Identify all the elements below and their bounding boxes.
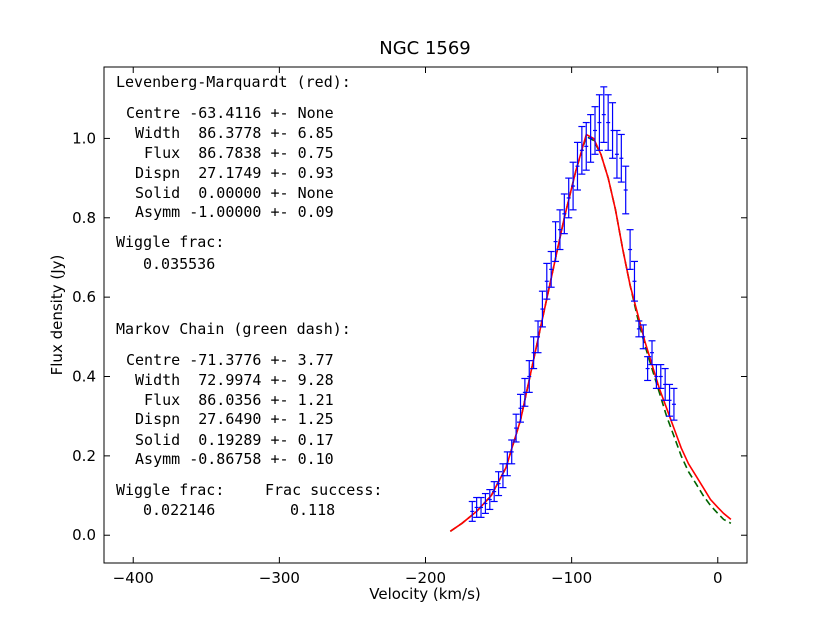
chart-title: NGC 1569: [379, 38, 471, 59]
data-point: [508, 439, 516, 465]
data-point: [630, 260, 638, 302]
mc-header: Markov Chain (green dash):: [116, 320, 351, 338]
data-point: [639, 324, 647, 350]
y-tick-label: 0.2: [72, 447, 96, 465]
mc-line-centre: Centre -71.3776 +- 3.77: [126, 351, 334, 369]
data-point: [595, 94, 603, 151]
y-tick-label: 0.8: [72, 209, 96, 227]
data-point: [644, 356, 652, 382]
data-point: [534, 320, 542, 354]
data-point: [569, 161, 577, 211]
data-point: [486, 488, 494, 511]
plot-area: [103, 66, 748, 564]
data-point: [499, 463, 507, 489]
y-tick-label: 0.4: [72, 368, 96, 386]
data-point: [547, 250, 555, 288]
data-point: [556, 209, 564, 251]
y-tick-label: 0.0: [72, 526, 96, 544]
x-axis-label: Velocity (km/s): [369, 585, 480, 603]
mc-line-dispn: Dispn 27.6490 +- 1.25: [126, 410, 334, 428]
data-point: [582, 121, 590, 171]
mc-line-flux: Flux 86.0356 +- 1.21: [126, 391, 334, 409]
y-axis-label: Flux density (Jy): [48, 255, 66, 376]
data-point: [657, 364, 665, 390]
x-tick-label: −400: [113, 569, 154, 587]
mc-line-solid: Solid 0.19289 +- 0.17: [126, 431, 334, 449]
x-tick-label: −100: [551, 569, 592, 587]
data-point: [578, 125, 586, 175]
lm-line-flux: Flux 86.7838 +- 0.75: [126, 144, 334, 162]
data-point: [512, 413, 520, 443]
lm-wiggle-value: 0.035536: [143, 255, 215, 273]
data-point: [530, 336, 538, 370]
data-point: [670, 387, 678, 421]
lm-line-dispn: Dispn 27.1749 +- 0.93: [126, 164, 334, 182]
data-point: [613, 129, 621, 179]
x-tick-label: −200: [405, 569, 446, 587]
data-point: [609, 102, 617, 159]
data-point: [516, 393, 524, 423]
data-point: [635, 320, 643, 338]
data-point: [622, 165, 630, 215]
data-point: [587, 114, 595, 163]
data-point: [648, 340, 656, 366]
y-tick-label: 0.6: [72, 288, 96, 306]
mc-success-value: 0.118: [290, 501, 335, 519]
data-point: [617, 133, 625, 183]
mc-success-label: Frac success:: [265, 481, 382, 499]
data-point: [468, 500, 476, 522]
x-tick-label: 0: [713, 569, 723, 587]
data-point: [525, 360, 533, 393]
data-point: [565, 177, 573, 219]
lm-line-asymm: Asymm -1.00000 +- 0.09: [126, 203, 334, 221]
data-point: [666, 383, 674, 417]
data-point: [481, 492, 489, 515]
x-tick-label: −300: [259, 569, 300, 587]
x-axis: −400 −300 −200 −100 0: [113, 67, 723, 587]
fit-annotations: Levenberg-Marquardt (red): Centre -63.41…: [116, 73, 382, 519]
series-data-errorbars: [468, 86, 678, 522]
data-point: [573, 141, 581, 191]
data-point: [490, 481, 498, 503]
y-axis: 0.0 0.2 0.4 0.6 0.8 1.0: [72, 129, 747, 544]
lm-line-solid: Solid 0.00000 +- None: [126, 184, 334, 202]
data-point: [477, 496, 485, 518]
lm-header: Levenberg-Marquardt (red):: [116, 73, 351, 91]
mc-wiggle-value: 0.022146: [143, 501, 215, 519]
lm-line-width: Width 86.3778 +- 6.85: [126, 124, 334, 142]
data-point: [626, 229, 634, 270]
plot-background: [104, 67, 747, 563]
data-point: [552, 221, 560, 263]
data-point: [560, 193, 568, 235]
data-point: [600, 86, 608, 143]
data-point: [591, 106, 599, 155]
data-point: [538, 290, 546, 328]
data-point: [495, 471, 503, 497]
data-point: [543, 262, 551, 300]
y-tick-label: 1.0: [72, 129, 96, 147]
mc-wiggle-label: Wiggle frac:: [116, 481, 224, 499]
mc-line-width: Width 72.9974 +- 9.28: [126, 371, 334, 389]
lm-wiggle-label: Wiggle frac:: [116, 233, 224, 251]
lm-line-centre: Centre -63.4116 +- None: [126, 104, 334, 122]
mc-line-asymm: Asymm -0.86758 +- 0.10: [126, 450, 334, 468]
data-point: [604, 94, 612, 151]
